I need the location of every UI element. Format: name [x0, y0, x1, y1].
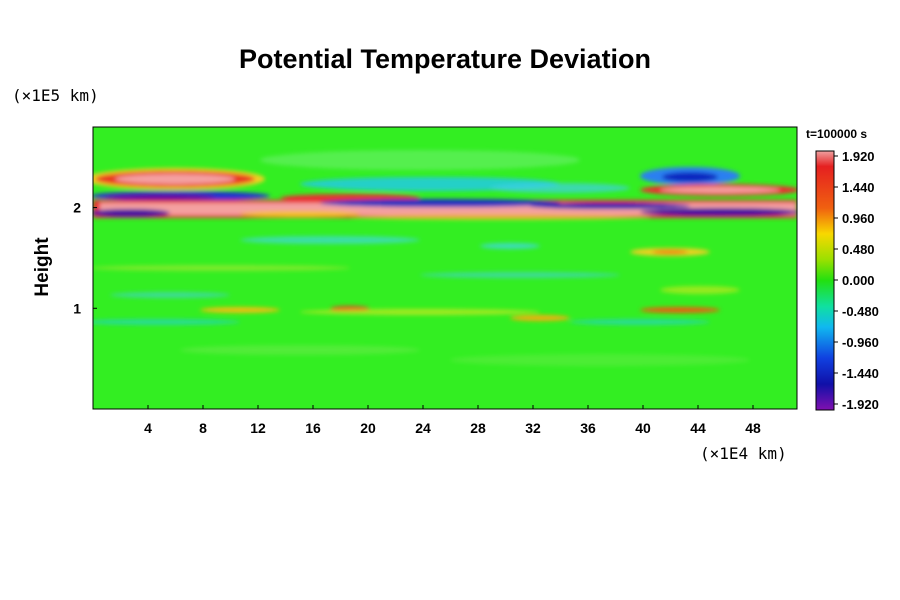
- colorbar-tick-label: 0.480: [842, 242, 875, 257]
- heatmap-field: [93, 127, 797, 409]
- chart-title: Potential Temperature Deviation: [238, 44, 652, 74]
- x-tick-label: 16: [305, 420, 321, 436]
- x-tick-label: 40: [635, 420, 651, 436]
- colorbar-tick-label: -1.440: [842, 366, 879, 381]
- x-tick-label: 20: [360, 420, 376, 436]
- y-unit-label: (×1E5 km): [12, 86, 99, 105]
- x-tick-label: 32: [525, 420, 541, 436]
- colorbar-tick-label: 1.920: [842, 149, 875, 164]
- x-tick-label: 24: [415, 420, 431, 436]
- x-tick-label: 4: [144, 420, 152, 436]
- colorbar-tick-label: 1.440: [842, 180, 875, 195]
- x-unit-label: (×1E4 km): [700, 444, 787, 463]
- colorbar-tick-label: 0.000: [842, 273, 875, 288]
- plot-frame: [92, 126, 798, 410]
- x-axis: 4 8 12 16 20 24 28 32 36 40 44 48: [144, 405, 761, 436]
- colorbar-tick-label: -0.960: [842, 335, 879, 350]
- x-tick-label: 48: [745, 420, 761, 436]
- x-tick-label: 12: [250, 420, 266, 436]
- x-tick-label: 28: [470, 420, 486, 436]
- y-tick-label: 1: [73, 300, 81, 316]
- colorbar: [815, 150, 835, 411]
- y-tick-label: 2: [73, 200, 81, 216]
- colorbar-tick-label: -1.920: [842, 397, 879, 412]
- y-axis: 12: [73, 200, 97, 316]
- time-label: t=100000 s: [806, 127, 868, 141]
- x-tick-label: 8: [199, 420, 207, 436]
- x-tick-label: 44: [690, 420, 706, 436]
- x-tick-label: 36: [580, 420, 596, 436]
- colorbar-tick-label: -0.480: [842, 304, 879, 319]
- colorbar-tick-label: 0.960: [842, 211, 875, 226]
- colorbar-ticks: 1.920 1.440 0.960 0.480 0.000 -0.480 -0.960 -1.…: [834, 149, 879, 412]
